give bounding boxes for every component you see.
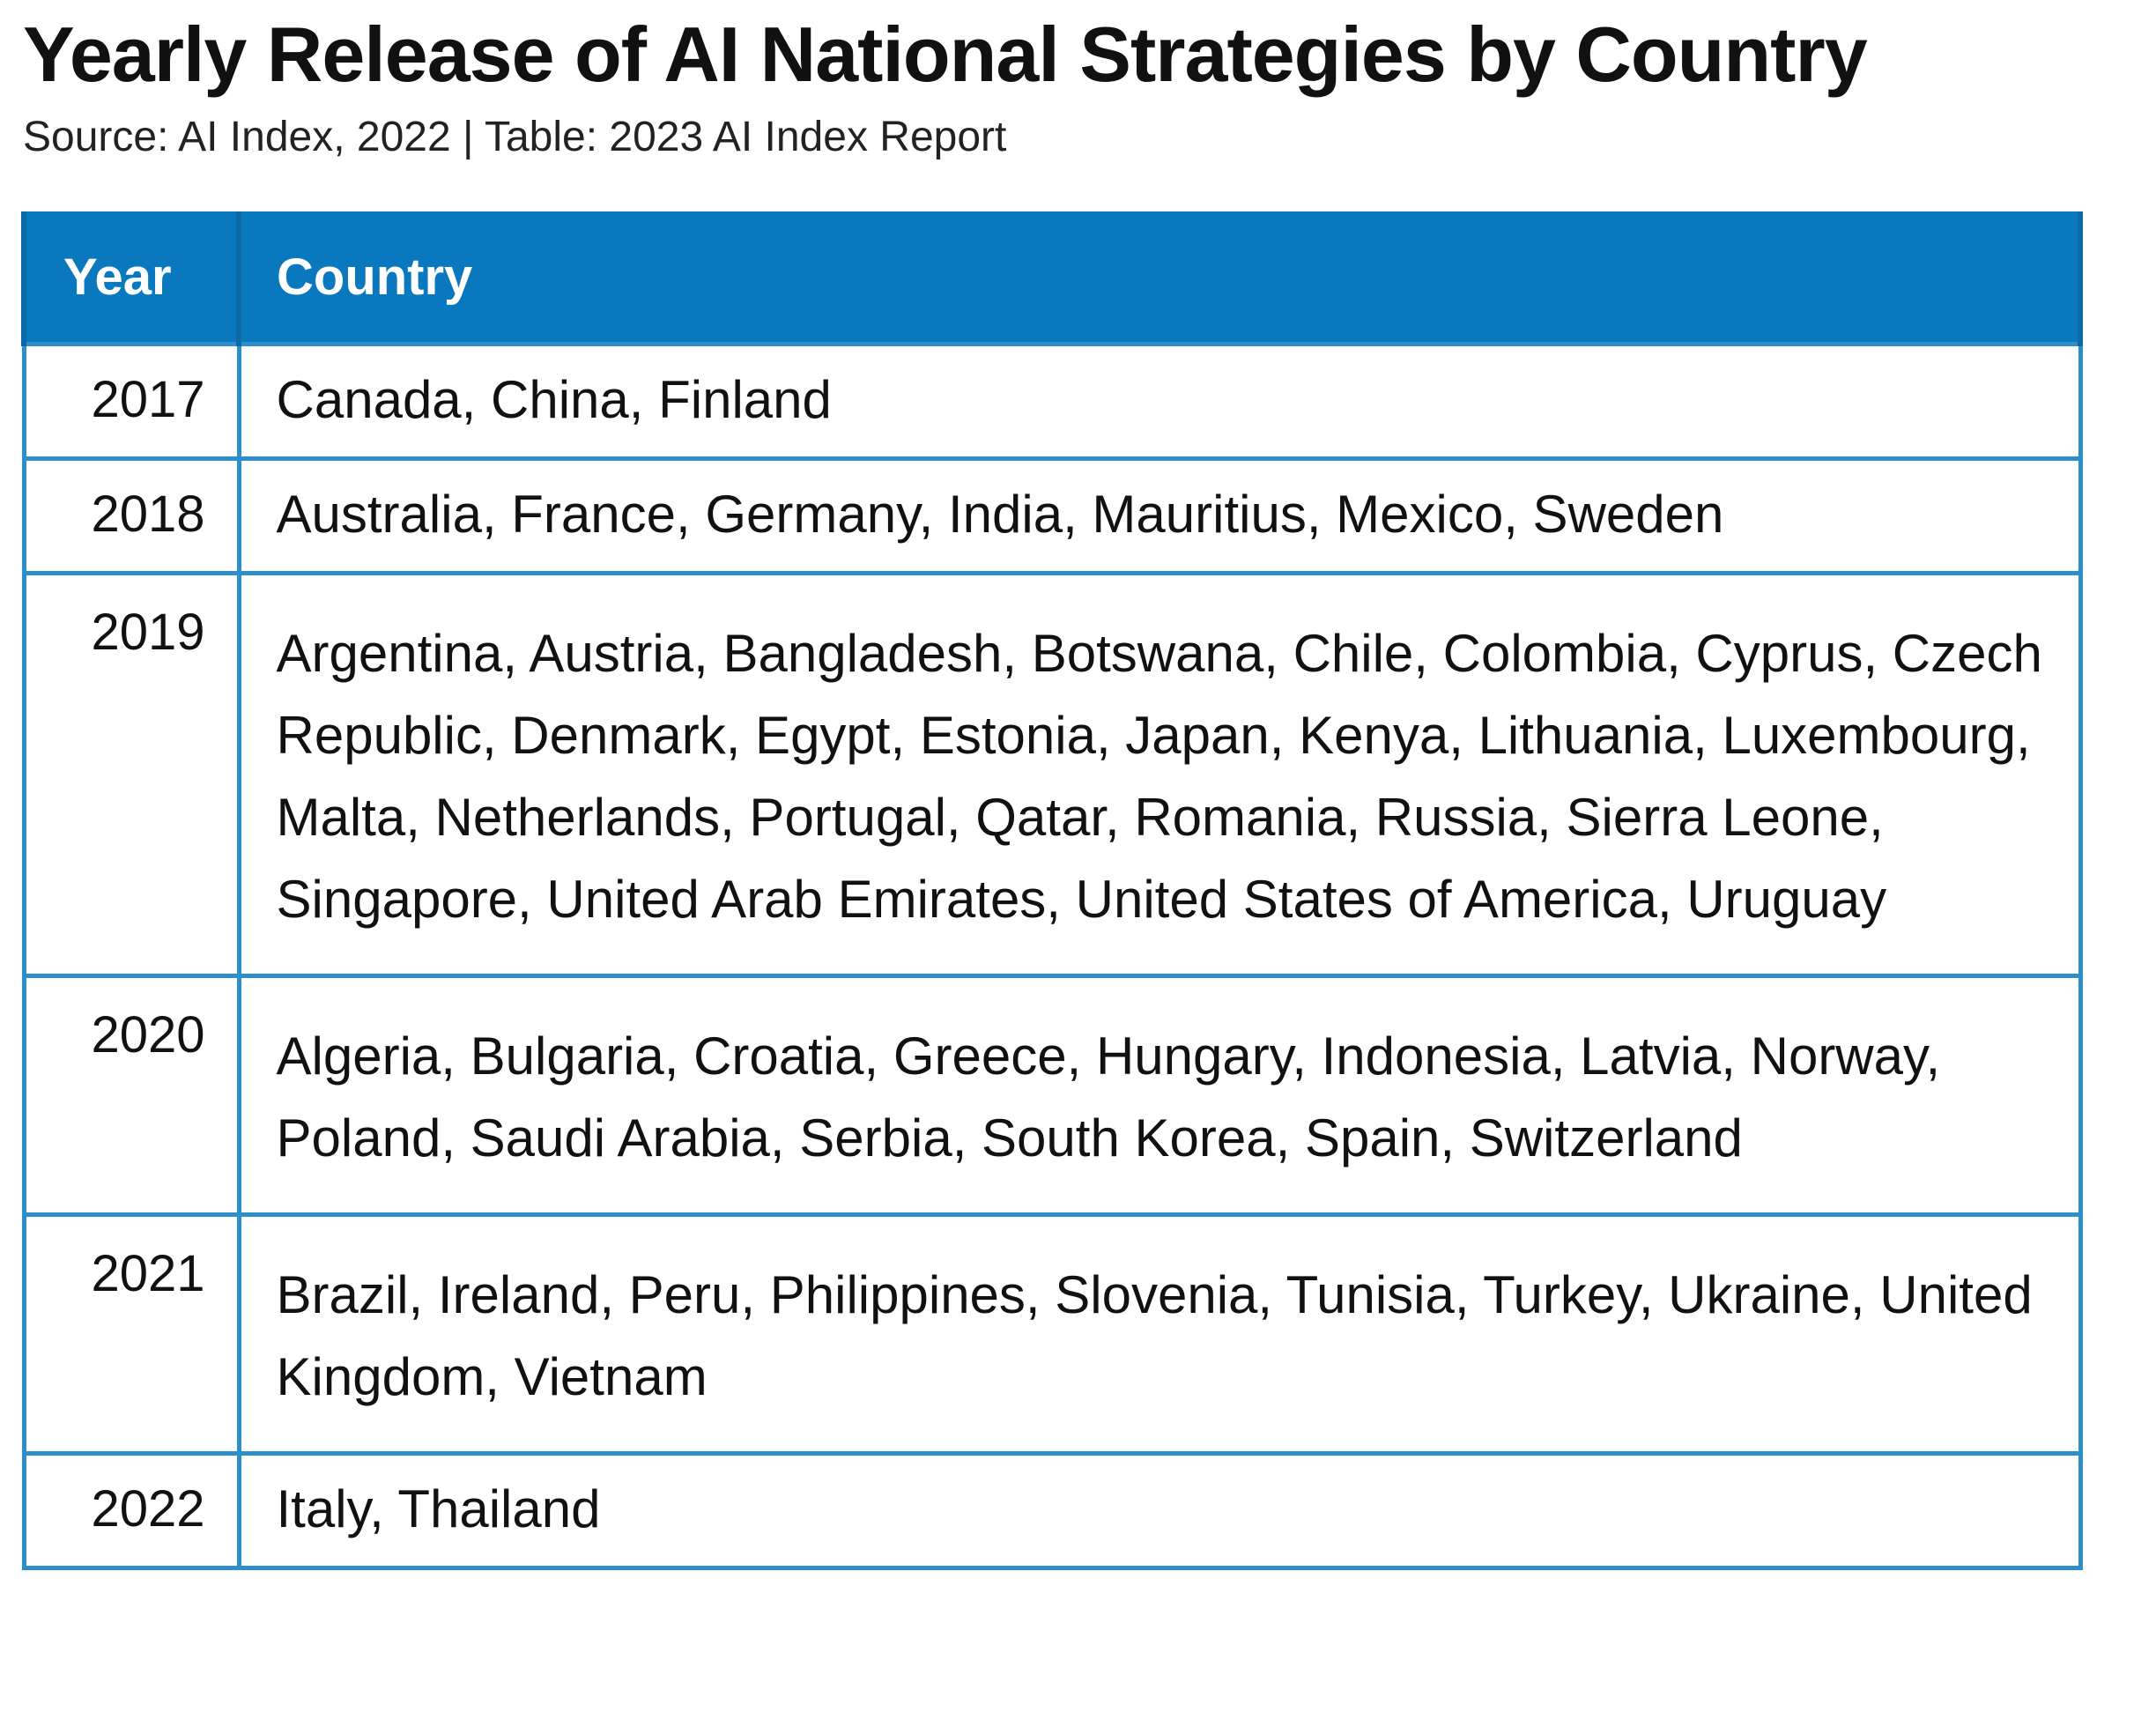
year-cell: 2020 bbox=[21, 974, 241, 1217]
year-cell: 2022 bbox=[21, 1451, 241, 1570]
table-row: 2022 Italy, Thailand bbox=[21, 1451, 2083, 1570]
countries-cell: Canada, China, Finland bbox=[236, 342, 2083, 461]
strategies-table: Year Country 2017 Canada, China, Finland… bbox=[21, 211, 2083, 1570]
year-cell: 2018 bbox=[21, 456, 241, 575]
countries-cell: Algeria, Bulgaria, Croatia, Greece, Hung… bbox=[236, 974, 2083, 1217]
countries-cell: Australia, France, Germany, India, Mauri… bbox=[236, 456, 2083, 575]
countries-cell: Brazil, Ireland, Peru, Philippines, Slov… bbox=[236, 1212, 2083, 1456]
chart-subtitle: Source: AI Index, 2022 | Table: 2023 AI … bbox=[23, 114, 1007, 160]
table-row: 2020 Algeria, Bulgaria, Croatia, Greece,… bbox=[21, 974, 2083, 1217]
year-cell: 2017 bbox=[21, 342, 241, 461]
table-header-row: Year Country bbox=[21, 211, 2083, 345]
chart-title: Yearly Release of AI National Strategies… bbox=[23, 11, 1868, 98]
table-row: 2017 Canada, China, Finland bbox=[21, 342, 2083, 461]
table-row: 2019 Argentina, Austria, Bangladesh, Bot… bbox=[21, 571, 2083, 978]
countries-cell: Italy, Thailand bbox=[236, 1451, 2083, 1570]
year-cell: 2021 bbox=[21, 1212, 241, 1456]
table-row: 2021 Brazil, Ireland, Peru, Philippines,… bbox=[21, 1212, 2083, 1456]
countries-cell: Argentina, Austria, Bangladesh, Botswana… bbox=[236, 571, 2083, 978]
column-header-country: Country bbox=[236, 211, 2083, 345]
year-cell: 2019 bbox=[21, 571, 241, 978]
table-row: 2018 Australia, France, Germany, India, … bbox=[21, 456, 2083, 575]
column-header-year: Year bbox=[21, 211, 241, 345]
strategies-table-container: Year Country 2017 Canada, China, Finland… bbox=[21, 211, 2083, 1570]
